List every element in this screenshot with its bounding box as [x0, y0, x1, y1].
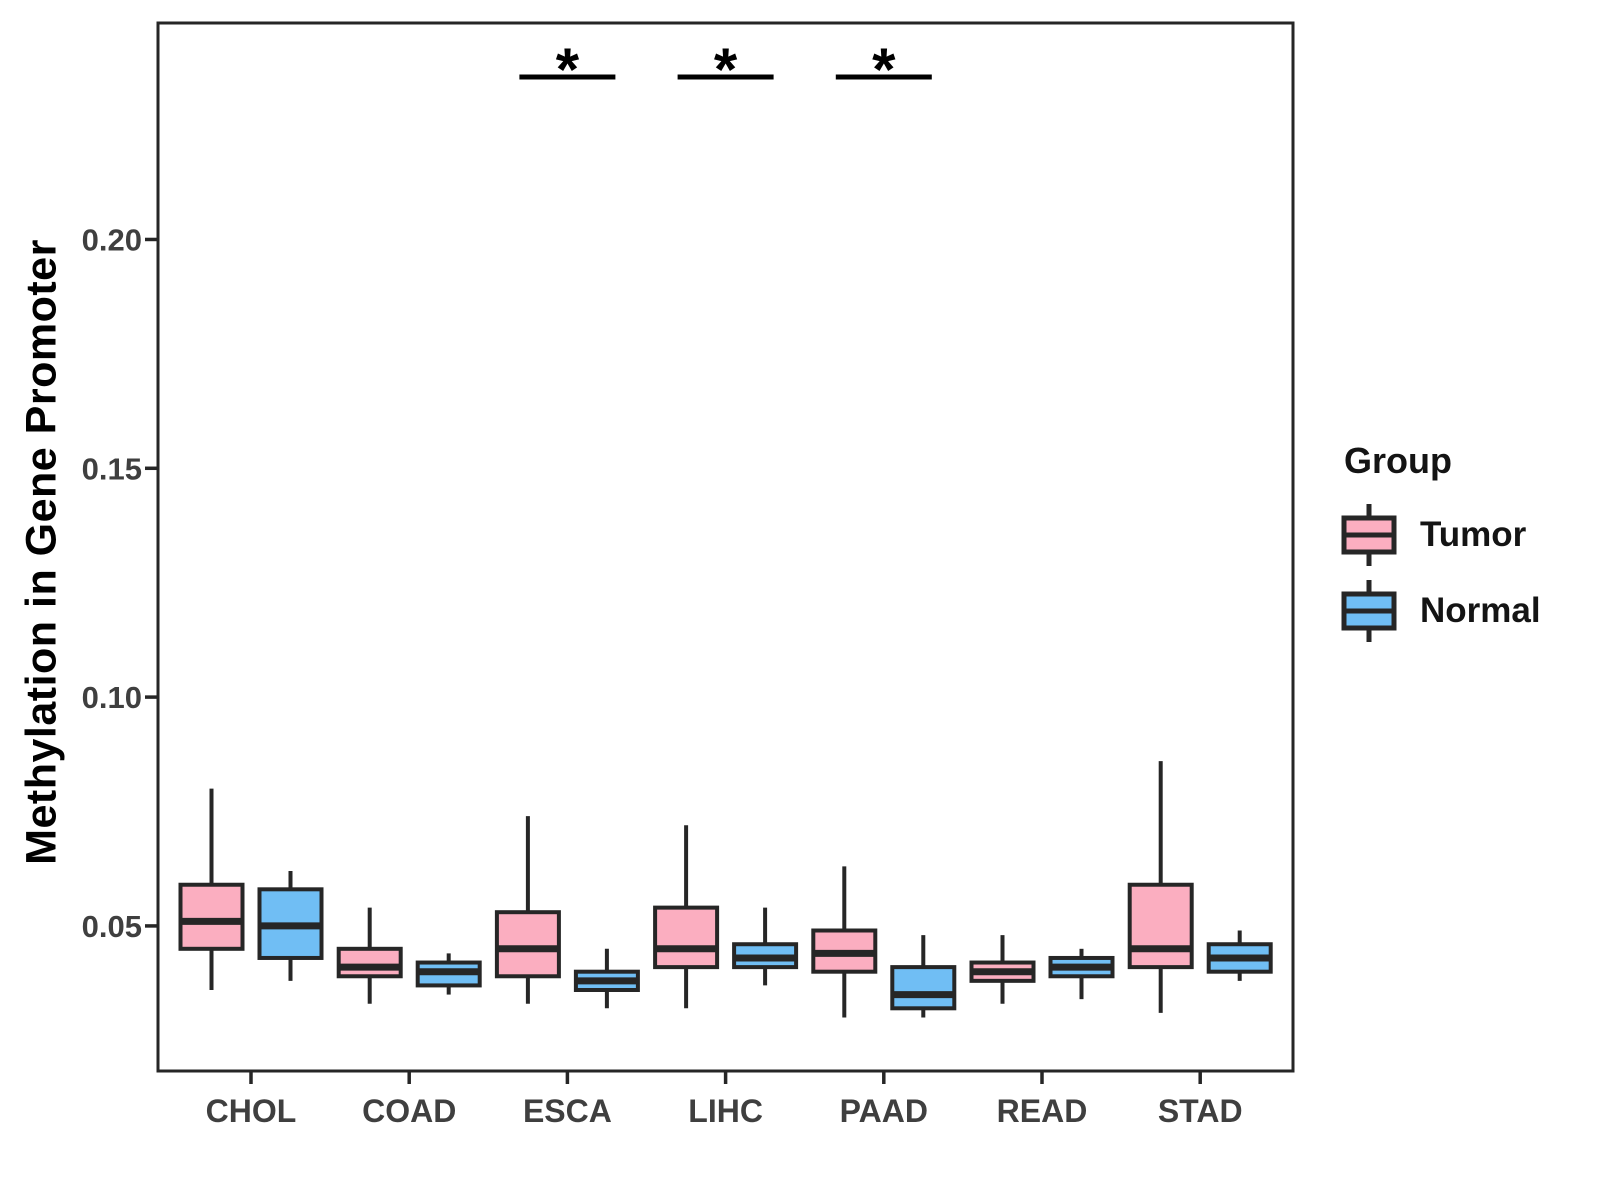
x-tick-label-COAD: COAD: [362, 1093, 456, 1129]
significance-star-LIHC: *: [714, 36, 738, 103]
y-tick-label: 0.20: [82, 222, 142, 257]
box-CHOL-Tumor: [178, 882, 245, 951]
box-PAAD-Normal: [890, 965, 957, 1011]
significance-star-PAAD: *: [872, 36, 896, 103]
box-LIHC-Tumor: [653, 905, 720, 970]
legend-label-tumor: Tumor: [1420, 515, 1527, 554]
x-tick-label-CHOL: CHOL: [206, 1093, 297, 1129]
box-STAD-Tumor: [1127, 882, 1194, 970]
box-ESCA-Tumor: [494, 910, 561, 979]
legend-title: Group: [1344, 440, 1452, 481]
panel-border: [156, 21, 1295, 1073]
legend: Group Tumor Normal: [1340, 440, 1590, 654]
y-tick-label: 0.15: [82, 451, 142, 486]
significance-star-ESCA: *: [556, 36, 580, 103]
y-tick-label: 0.05: [82, 909, 142, 944]
y-tick-label: 0.10: [82, 680, 142, 715]
tumor-boxplot-icon: [1341, 504, 1397, 566]
legend-entry-tumor: Tumor: [1340, 502, 1590, 568]
legend-entry-normal: Normal: [1340, 578, 1590, 644]
y-axis-title: Methylation in Gene Promoter: [17, 239, 66, 865]
x-tick-label-PAAD: PAAD: [840, 1093, 928, 1129]
box-COAD-Tumor: [336, 946, 403, 979]
x-tick-label-LIHC: LIHC: [688, 1093, 763, 1129]
x-tick-label-STAD: STAD: [1158, 1093, 1243, 1129]
x-tick-label-READ: READ: [997, 1093, 1088, 1129]
legend-label-normal: Normal: [1420, 591, 1541, 630]
normal-boxplot-icon: [1341, 580, 1397, 642]
x-tick-label-ESCA: ESCA: [523, 1093, 612, 1129]
